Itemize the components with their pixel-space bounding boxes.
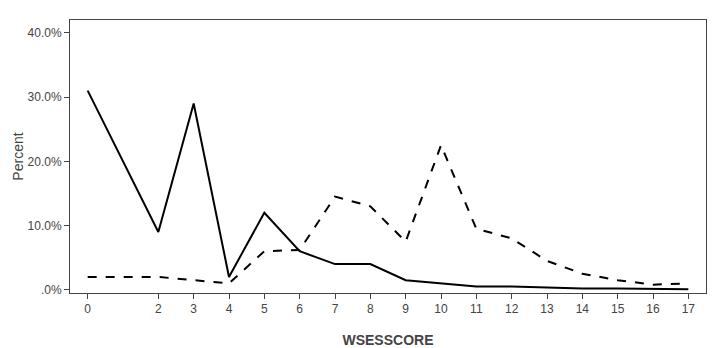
- svg-text:WSESSCORE: WSESSCORE: [342, 332, 433, 348]
- svg-text:12: 12: [505, 302, 519, 316]
- svg-text:10: 10: [434, 302, 448, 316]
- svg-text:15: 15: [611, 302, 625, 316]
- svg-text:17: 17: [682, 302, 696, 316]
- svg-text:0: 0: [84, 302, 91, 316]
- svg-text:6: 6: [296, 302, 303, 316]
- svg-text:5: 5: [261, 302, 268, 316]
- svg-text:13: 13: [540, 302, 554, 316]
- svg-text:7: 7: [332, 302, 339, 316]
- svg-text:3: 3: [190, 302, 197, 316]
- svg-text:Percent: Percent: [10, 132, 26, 180]
- svg-text:8: 8: [367, 302, 374, 316]
- svg-text:.0%: .0%: [41, 283, 62, 297]
- svg-text:20.0%: 20.0%: [28, 155, 62, 169]
- svg-text:14: 14: [576, 302, 590, 316]
- svg-text:10.0%: 10.0%: [28, 219, 62, 233]
- svg-text:9: 9: [402, 302, 409, 316]
- svg-text:40.0%: 40.0%: [28, 26, 62, 40]
- svg-text:16: 16: [646, 302, 660, 316]
- svg-text:4: 4: [226, 302, 233, 316]
- svg-text:30.0%: 30.0%: [28, 90, 62, 104]
- svg-text:2: 2: [155, 302, 162, 316]
- svg-text:11: 11: [470, 302, 483, 316]
